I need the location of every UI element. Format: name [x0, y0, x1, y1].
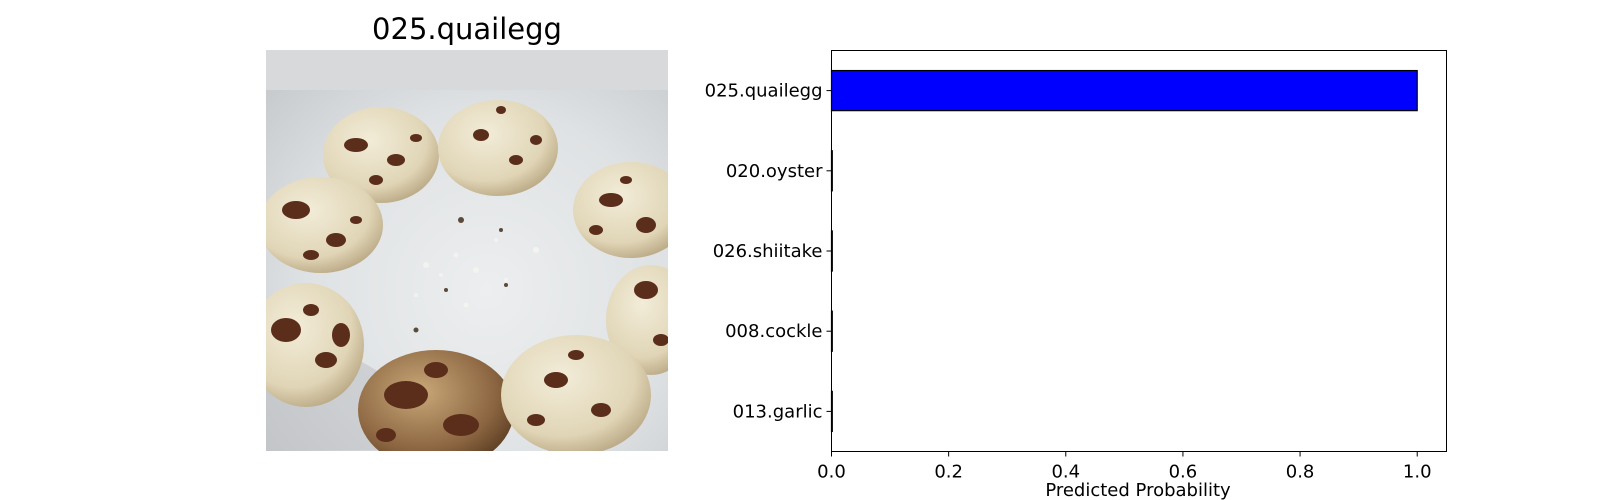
- y-tick-label: 020.oyster: [726, 161, 823, 182]
- x-tick-label: 0.2: [934, 462, 963, 483]
- bar-025.quailegg: [830, 69, 1418, 112]
- x-tick-label: 0.8: [1286, 462, 1315, 483]
- photo-illustration: [266, 50, 668, 451]
- x-tick-label: 0.0: [817, 462, 846, 483]
- image-title: 025.quailegg: [372, 12, 562, 46]
- y-axis-ticks: 025.quailegg 020.oyster 026.shiitake 008.co…: [705, 81, 832, 422]
- x-tick-label: 0.6: [1169, 462, 1198, 483]
- x-tick-label: 1.0: [1403, 462, 1432, 483]
- x-tick-label: 0.4: [1051, 462, 1080, 483]
- y-tick-label: 026.shiitake: [713, 241, 823, 262]
- y-tick-label: 013.garlic: [733, 401, 823, 422]
- x-axis-ticks: 0.0 0.2 0.4 0.6 0.8 1.0: [817, 451, 1432, 483]
- quail-egg-photo: [266, 50, 668, 451]
- y-tick-label: 008.cockle: [725, 321, 822, 342]
- bars-layer: [830, 69, 1418, 433]
- x-axis-label: Predicted Probability: [1045, 480, 1231, 500]
- y-tick-label: 025.quailegg: [705, 81, 823, 102]
